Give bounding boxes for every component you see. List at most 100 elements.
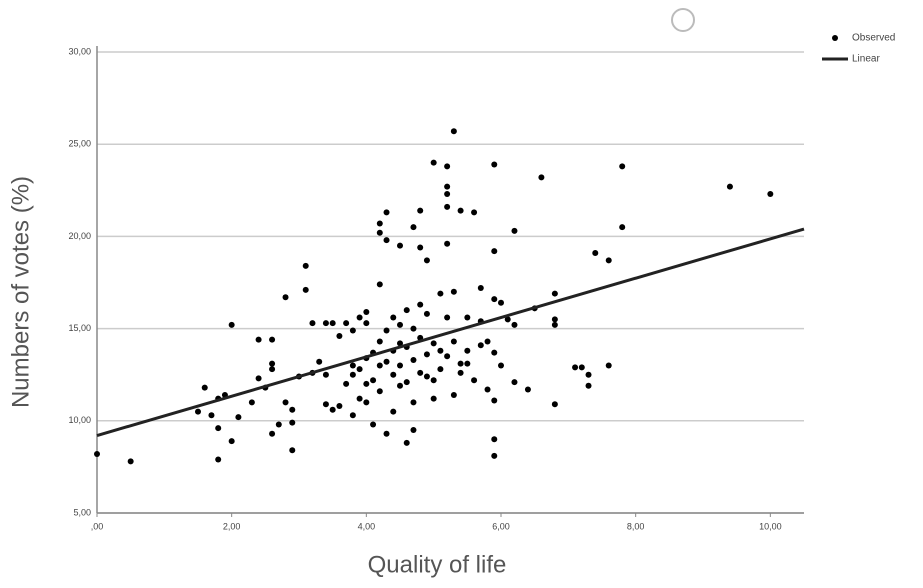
point — [215, 456, 222, 463]
point — [336, 332, 343, 339]
point — [726, 183, 733, 190]
point — [228, 321, 235, 328]
point — [403, 439, 410, 446]
point — [376, 220, 383, 227]
point — [228, 438, 235, 445]
point — [289, 419, 296, 426]
point — [491, 436, 498, 443]
point — [524, 386, 531, 393]
point — [437, 290, 444, 297]
point — [397, 362, 403, 369]
point — [430, 395, 437, 402]
point — [551, 316, 558, 323]
point — [376, 281, 383, 288]
point — [457, 360, 464, 367]
point — [437, 366, 444, 373]
point — [410, 325, 417, 332]
point — [430, 159, 437, 166]
x-tick-label: 2,00 — [223, 521, 241, 531]
point — [269, 366, 276, 373]
point — [322, 401, 329, 408]
point — [282, 399, 289, 406]
point — [551, 321, 558, 328]
x-tick-label: 6,00 — [492, 521, 510, 531]
point — [397, 321, 403, 328]
point — [269, 430, 276, 437]
y-tick-label: 10,00 — [68, 415, 91, 425]
point — [329, 320, 336, 327]
y-tick-label: 20,00 — [68, 231, 91, 241]
point — [572, 364, 579, 371]
point — [349, 371, 356, 378]
point — [430, 340, 437, 347]
point — [383, 237, 390, 244]
point — [390, 408, 397, 415]
point — [491, 349, 498, 356]
point — [457, 207, 464, 214]
point — [585, 382, 592, 389]
point — [370, 421, 377, 428]
point — [275, 421, 282, 428]
point — [444, 183, 451, 190]
point — [269, 336, 276, 343]
point — [417, 301, 424, 308]
point — [309, 320, 316, 327]
point — [410, 224, 417, 231]
point — [551, 290, 558, 297]
point — [457, 369, 464, 376]
x-tick-label: 8,00 — [627, 521, 645, 531]
point — [437, 347, 444, 354]
point — [269, 360, 276, 367]
point — [255, 336, 262, 343]
legend-label: Linear — [852, 54, 880, 65]
point — [585, 371, 592, 378]
point — [511, 321, 518, 328]
point — [410, 399, 417, 406]
point — [201, 384, 208, 391]
point — [336, 403, 343, 410]
point — [538, 174, 545, 181]
point — [329, 406, 336, 413]
point — [477, 342, 484, 349]
point — [322, 371, 329, 378]
point — [322, 320, 329, 327]
point — [504, 316, 511, 323]
point — [444, 353, 451, 360]
point — [430, 377, 437, 384]
point — [477, 285, 484, 292]
y-tick-label: 30,00 — [68, 46, 91, 56]
point — [363, 320, 370, 327]
point — [464, 314, 471, 321]
point — [498, 299, 504, 306]
point — [248, 399, 255, 406]
point — [450, 288, 457, 295]
point — [215, 425, 222, 432]
point — [363, 399, 370, 406]
point — [383, 430, 390, 437]
point — [94, 450, 100, 457]
point — [423, 310, 430, 317]
point — [363, 309, 370, 316]
point — [390, 371, 397, 378]
point — [376, 229, 383, 236]
point — [450, 391, 457, 398]
point — [343, 380, 350, 387]
legend-label: Observed — [852, 33, 895, 44]
point — [397, 382, 403, 389]
point — [195, 408, 201, 415]
y-tick-label: 25,00 — [68, 139, 91, 149]
point — [511, 379, 518, 386]
point — [403, 307, 410, 314]
point — [349, 412, 356, 419]
point — [316, 358, 323, 365]
point — [397, 340, 403, 347]
x-tick-label: ,00 — [91, 521, 104, 531]
point — [417, 244, 424, 251]
point — [471, 377, 478, 384]
x-tick-label: 4,00 — [358, 521, 376, 531]
point — [417, 207, 424, 214]
point — [397, 242, 403, 249]
point — [491, 296, 498, 303]
